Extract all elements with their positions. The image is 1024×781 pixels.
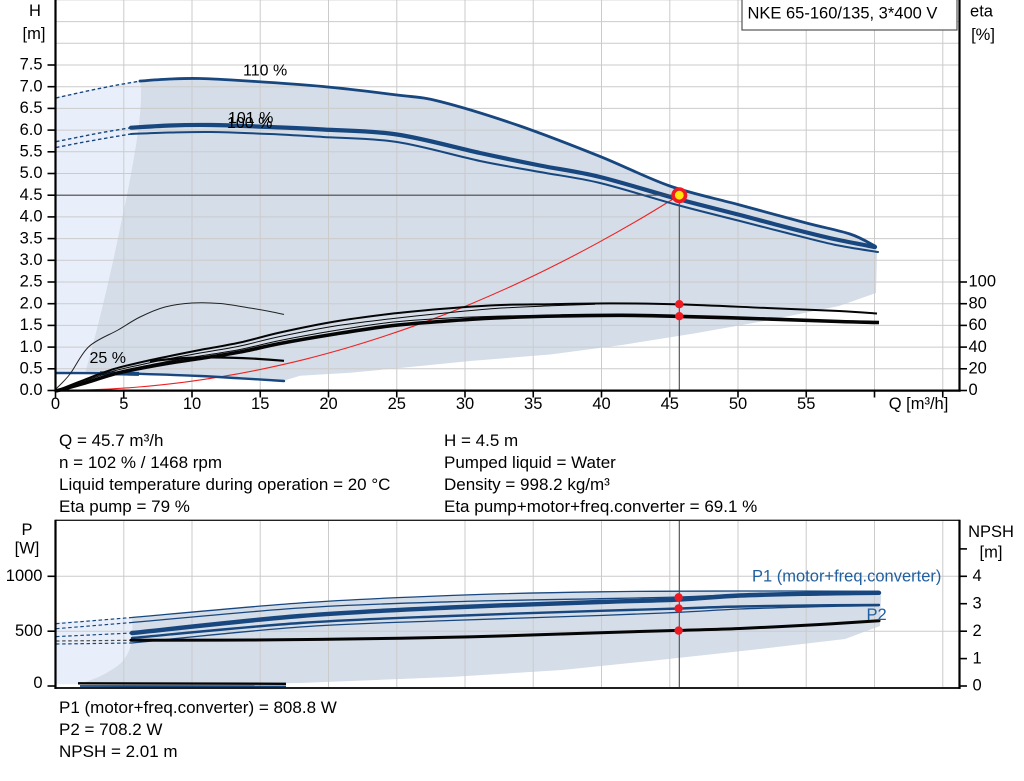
- svg-text:0.0: 0.0: [20, 381, 43, 399]
- svg-text:Liquid temperature during oper: Liquid temperature during operation = 20…: [59, 475, 390, 494]
- svg-text:Density = 998.2 kg/m³: Density = 998.2 kg/m³: [444, 475, 610, 494]
- svg-text:25 %: 25 %: [90, 350, 126, 367]
- svg-text:H = 4.5 m: H = 4.5 m: [444, 431, 518, 450]
- svg-text:1.0: 1.0: [20, 338, 43, 356]
- svg-text:15: 15: [251, 395, 269, 413]
- svg-text:[W]: [W]: [15, 539, 40, 557]
- svg-text:110 %: 110 %: [243, 63, 287, 80]
- svg-text:1: 1: [973, 649, 982, 667]
- svg-text:Eta pump+motor+freq.converter: Eta pump+motor+freq.converter = 69.1 %: [444, 497, 757, 516]
- svg-text:55: 55: [797, 395, 815, 413]
- svg-text:35: 35: [524, 395, 542, 413]
- svg-text:Pumped liquid = Water: Pumped liquid = Water: [444, 453, 616, 472]
- svg-text:4.0: 4.0: [20, 208, 43, 226]
- svg-text:NPSH: NPSH: [968, 523, 1014, 541]
- svg-text:10: 10: [183, 395, 201, 413]
- svg-text:NPSH = 2.01 m: NPSH = 2.01 m: [59, 742, 178, 761]
- svg-text:45: 45: [661, 395, 679, 413]
- svg-text:Eta pump = 79 %: Eta pump = 79 %: [59, 497, 190, 516]
- svg-text:P2 = 708.2 W: P2 = 708.2 W: [59, 720, 162, 739]
- svg-text:0: 0: [969, 381, 978, 399]
- svg-text:3.5: 3.5: [20, 229, 43, 247]
- svg-text:2: 2: [973, 622, 982, 640]
- svg-text:Q = 45.7 m³/h: Q = 45.7 m³/h: [59, 431, 163, 450]
- svg-text:Q [m³/h]: Q [m³/h]: [889, 395, 949, 413]
- svg-text:[m]: [m]: [23, 25, 46, 43]
- svg-text:0: 0: [973, 677, 982, 695]
- svg-text:25: 25: [388, 395, 406, 413]
- svg-text:100: 100: [969, 273, 997, 291]
- svg-text:5: 5: [119, 395, 128, 413]
- svg-text:5.0: 5.0: [20, 164, 43, 182]
- svg-text:0: 0: [33, 674, 42, 692]
- svg-text:1000: 1000: [6, 567, 43, 585]
- svg-text:100 %: 100 %: [227, 115, 272, 132]
- svg-text:5.5: 5.5: [20, 143, 43, 161]
- svg-text:[%]: [%]: [971, 26, 995, 44]
- svg-text:80: 80: [969, 294, 987, 312]
- svg-text:3: 3: [973, 594, 982, 612]
- svg-text:0: 0: [51, 395, 60, 413]
- svg-text:eta: eta: [970, 3, 994, 21]
- svg-text:7.0: 7.0: [20, 77, 43, 95]
- svg-text:3.0: 3.0: [20, 251, 43, 269]
- svg-text:NKE 65-160/135, 3*400 V: NKE 65-160/135, 3*400 V: [748, 5, 938, 23]
- svg-text:50: 50: [729, 395, 747, 413]
- svg-text:20: 20: [319, 395, 337, 413]
- svg-text:1.5: 1.5: [20, 316, 43, 334]
- svg-text:H: H: [29, 2, 41, 20]
- svg-text:2.5: 2.5: [20, 273, 43, 291]
- svg-text:[m]: [m]: [980, 544, 1003, 562]
- svg-text:P: P: [21, 521, 32, 539]
- svg-text:6.5: 6.5: [20, 99, 43, 117]
- svg-text:30: 30: [456, 395, 474, 413]
- svg-text:2.0: 2.0: [20, 294, 43, 312]
- svg-text:0.5: 0.5: [20, 360, 43, 378]
- svg-text:20: 20: [969, 360, 987, 378]
- svg-text:4.5: 4.5: [20, 186, 43, 204]
- svg-text:P1 (motor+freq.converter): P1 (motor+freq.converter): [752, 567, 941, 585]
- svg-text:500: 500: [15, 622, 43, 640]
- svg-text:60: 60: [969, 316, 987, 334]
- svg-text:101 %: 101 %: [228, 110, 273, 127]
- svg-text:n = 102 % / 1468 rpm: n = 102 % / 1468 rpm: [59, 453, 222, 472]
- svg-text:P1 (motor+freq.converter) = 80: P1 (motor+freq.converter) = 808.8 W: [59, 698, 337, 717]
- svg-text:6.0: 6.0: [20, 121, 43, 139]
- svg-text:7.5: 7.5: [20, 56, 43, 74]
- svg-text:40: 40: [969, 338, 987, 356]
- svg-text:P2: P2: [867, 606, 887, 624]
- svg-text:4: 4: [973, 567, 982, 585]
- svg-text:40: 40: [592, 395, 610, 413]
